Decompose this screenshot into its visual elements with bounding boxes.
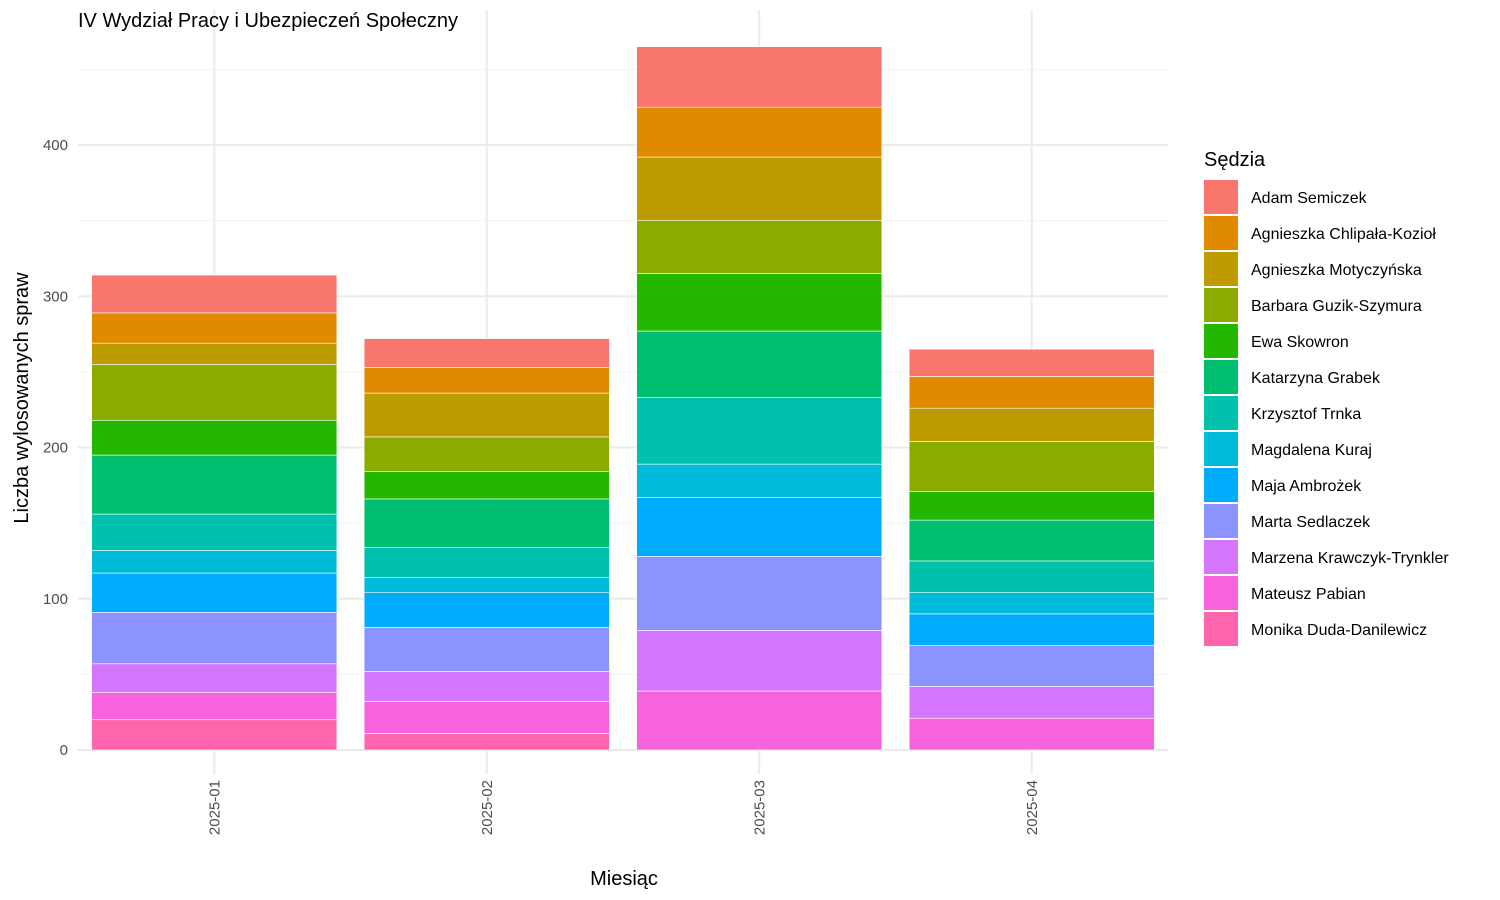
y-tick-label: 100 [43, 591, 68, 608]
bar-segment [91, 719, 338, 751]
bar-segment [636, 630, 883, 692]
legend: Sędzia Adam Semiczek Agnieszka Chlipała-K… [1204, 149, 1449, 646]
x-axis-title: Miesiąc [590, 868, 658, 890]
bar-segment [91, 454, 338, 515]
y-axis-title: Liczba wylosowanych spraw [11, 272, 33, 524]
bar-segment [91, 692, 338, 721]
y-tick-label: 300 [43, 288, 68, 305]
bar-segment [636, 497, 883, 557]
bar-segment [91, 612, 338, 665]
legend-label: Agnieszka Motyczyńska [1251, 262, 1422, 279]
bar-segment [908, 519, 1155, 562]
bar-segment [363, 338, 610, 368]
bar-segment [91, 550, 338, 574]
x-tick-label: 2025-02 [479, 780, 496, 835]
legend-label: Maja Ambrożek [1251, 478, 1362, 495]
legend-key [1204, 324, 1238, 358]
bar-segment [363, 547, 610, 578]
legend-label: Barbara Guzik-Szymura [1251, 298, 1422, 315]
bar-segment [636, 463, 883, 498]
bar-segment [91, 364, 338, 421]
legend-title: Sędzia [1204, 149, 1266, 171]
legend-key [1204, 396, 1238, 430]
x-tick-label: 2025-03 [751, 780, 768, 835]
bar-segment [908, 348, 1155, 377]
legend-label: Ewa Skowron [1251, 334, 1349, 351]
legend-label: Adam Semiczek [1251, 190, 1368, 207]
legend-label: Katarzyna Grabek [1251, 370, 1381, 387]
legend-label: Magdalena Kuraj [1251, 442, 1372, 459]
bar-segment [363, 471, 610, 500]
bar-segment [908, 441, 1155, 492]
bar-segment [908, 407, 1155, 442]
legend-key [1204, 504, 1238, 538]
bar-segment [363, 498, 610, 548]
legend-label: Marta Sedlaczek [1251, 514, 1371, 531]
legend-label: Agnieszka Chlipała-Kozioł [1251, 226, 1436, 243]
legend-key [1204, 360, 1238, 394]
bar-segment [908, 376, 1155, 409]
chart-title: IV Wydział Pracy i Ubezpieczeń Społeczny [78, 10, 458, 32]
legend-label: Marzena Krawczyk-Trynkler [1251, 550, 1449, 567]
bar-segment [636, 397, 883, 465]
legend-key [1204, 576, 1238, 610]
bar-segment [91, 513, 338, 551]
bar-segment [363, 733, 610, 751]
legend-key [1204, 180, 1238, 214]
bar-segment [636, 106, 883, 158]
legend-label: Krzysztof Trnka [1251, 406, 1361, 423]
x-axis: 2025-01 2025-02 2025-03 2025-04 [206, 780, 1041, 835]
bar-segment [636, 556, 883, 631]
bar-segment [91, 342, 338, 365]
bar-segment [91, 572, 338, 613]
bar-segment [908, 686, 1155, 719]
y-tick-label: 400 [43, 137, 68, 154]
bar-segment [363, 671, 610, 702]
legend-key [1204, 468, 1238, 502]
bar-segment [636, 273, 883, 332]
y-axis: 0 100 200 300 400 [43, 137, 68, 759]
bars-layer [91, 46, 1155, 751]
legend-key [1204, 252, 1238, 286]
bar-segment [908, 560, 1155, 594]
bar-segment [636, 220, 883, 274]
bar-segment [363, 392, 610, 438]
bar-segment [363, 701, 610, 734]
bar-segment [636, 156, 883, 221]
bar-segment [91, 663, 338, 693]
legend-key [1204, 288, 1238, 322]
bar-segment [908, 613, 1155, 646]
x-tick-label: 2025-01 [206, 780, 223, 835]
legend-key [1204, 612, 1238, 646]
x-tick-label: 2025-04 [1024, 780, 1041, 835]
bar-segment [908, 592, 1155, 615]
legend-key [1204, 216, 1238, 250]
bar-segment [636, 330, 883, 398]
bar-segment [636, 46, 883, 108]
y-tick-label: 0 [60, 742, 68, 759]
bar-segment [91, 419, 338, 456]
bar-segment [363, 592, 610, 628]
legend-key [1204, 540, 1238, 574]
bar-segment [363, 577, 610, 594]
bar-segment [363, 367, 610, 394]
legend-label: Mateusz Pabian [1251, 586, 1366, 603]
bar-segment [636, 690, 883, 751]
legend-label: Monika Duda-Danilewicz [1251, 622, 1427, 639]
legend-key [1204, 432, 1238, 466]
bar-segment [908, 717, 1155, 751]
bar-segment [363, 436, 610, 473]
bar-segment [908, 645, 1155, 687]
y-tick-label: 200 [43, 440, 68, 457]
bar-segment [363, 627, 610, 672]
bar-segment [91, 274, 338, 314]
bar-segment [908, 491, 1155, 521]
bar-segment [91, 312, 338, 344]
